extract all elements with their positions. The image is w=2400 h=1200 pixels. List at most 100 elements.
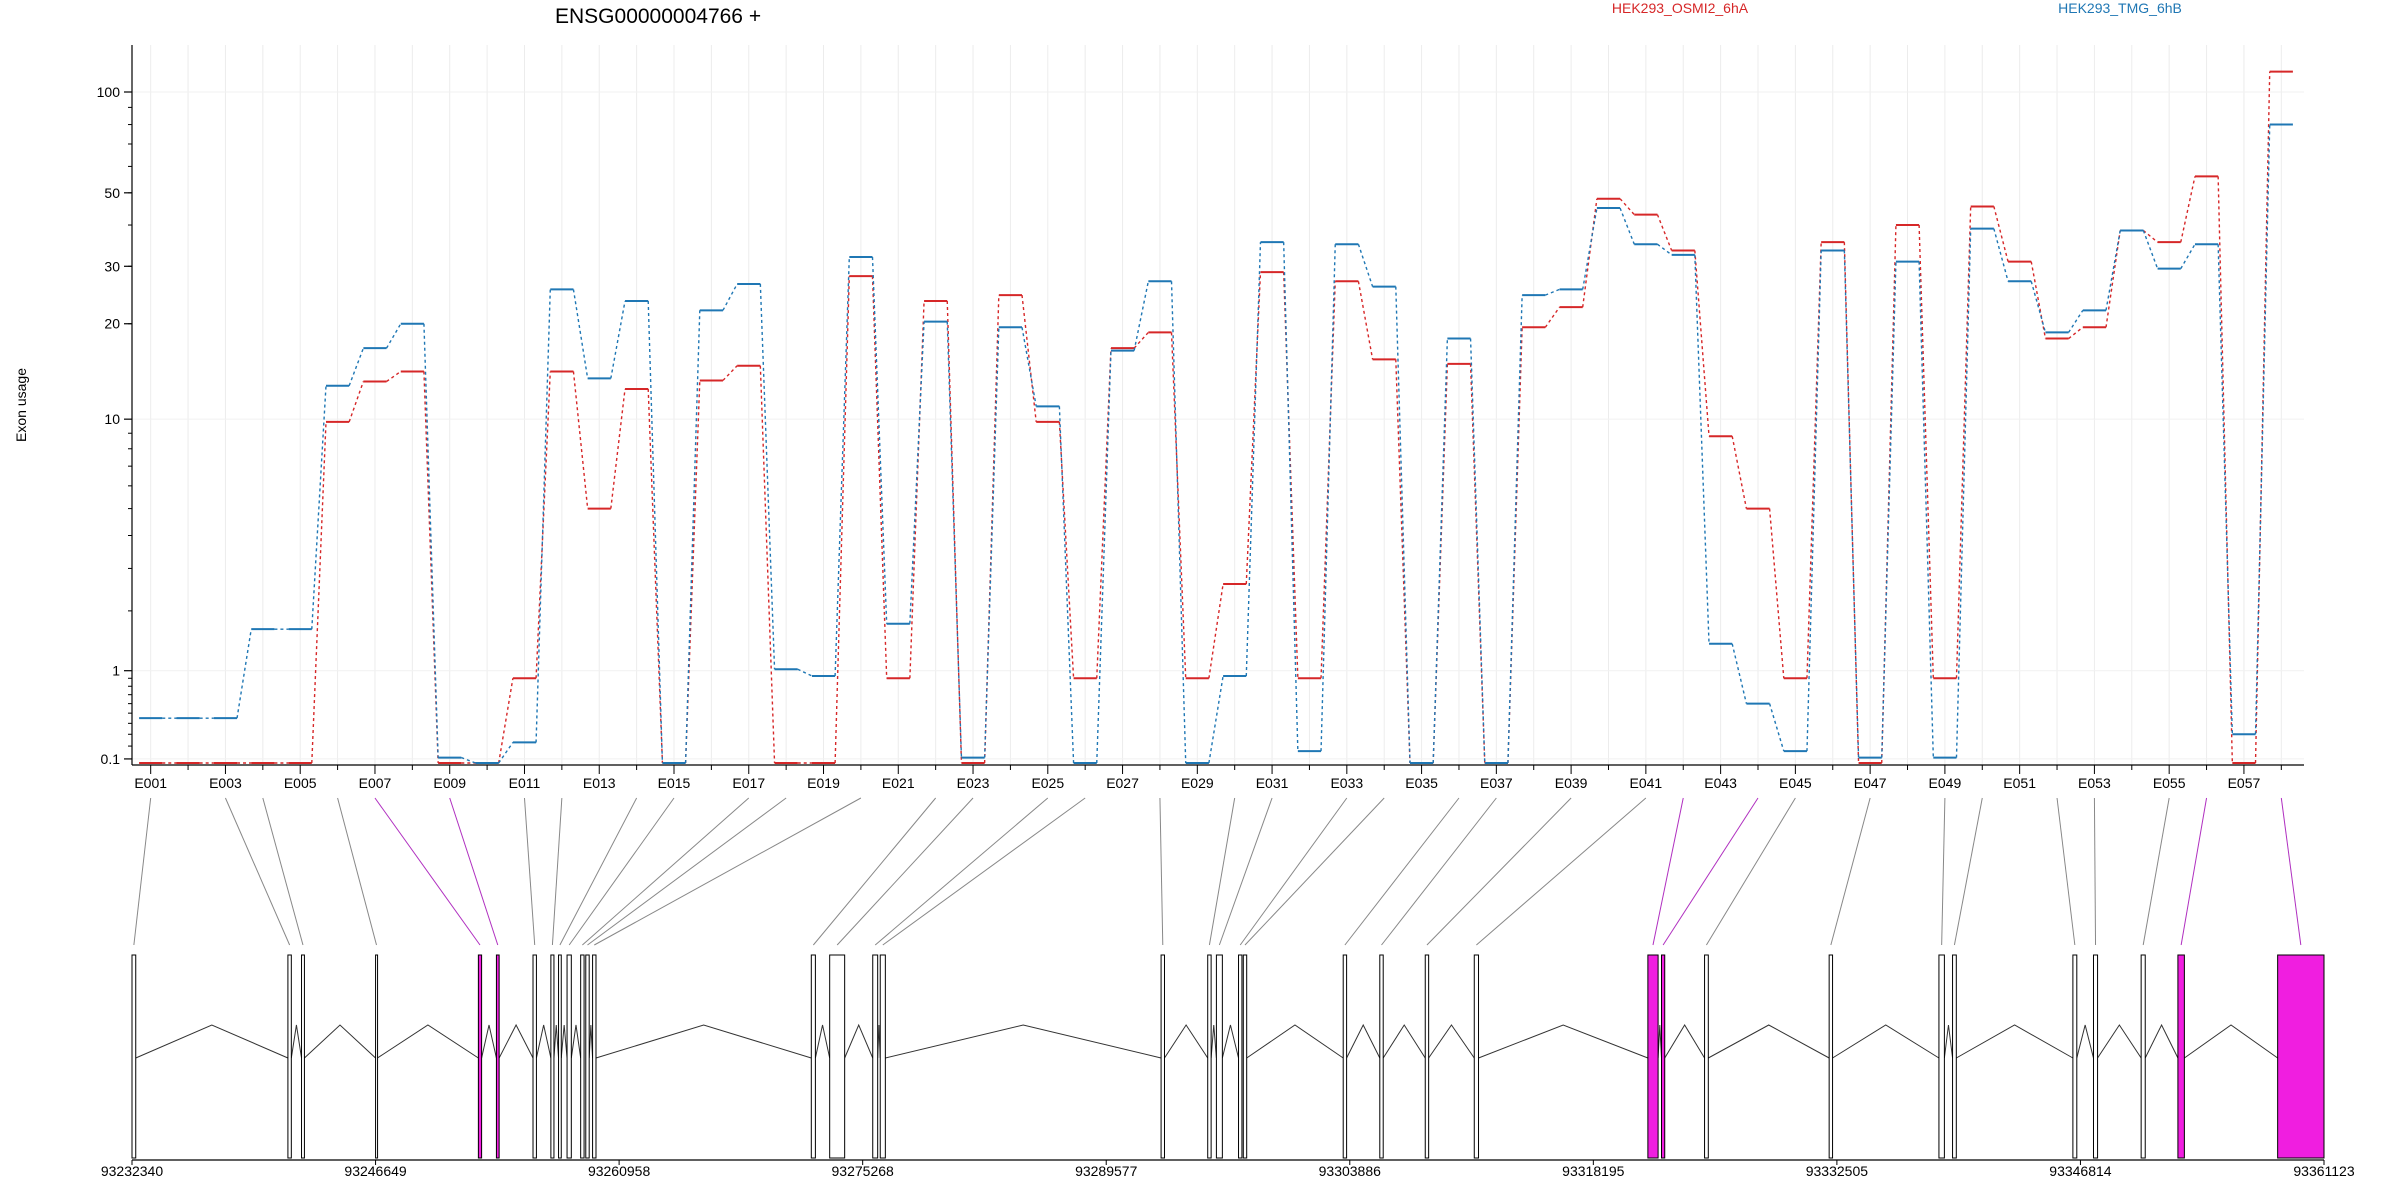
series-connector [610, 388, 626, 509]
series-connector [2142, 230, 2159, 269]
series-connector [759, 365, 776, 764]
series-connector [1806, 242, 1822, 679]
exon-connector [594, 797, 862, 946]
exon-block [2072, 954, 2078, 1159]
intron-line [377, 1024, 479, 1059]
series-connector [1021, 327, 1037, 407]
intron-line [2097, 1024, 2142, 1059]
series-connector [1208, 583, 1224, 679]
exon-block [1473, 954, 1480, 1159]
x-tick-label: E013 [583, 775, 616, 791]
exon-block [131, 954, 137, 1159]
series-connector [1918, 261, 1935, 758]
exon-block [829, 954, 846, 1159]
series-connector [722, 365, 738, 381]
series-connector [498, 742, 514, 764]
series-connector [834, 276, 851, 764]
series-connector [909, 321, 925, 624]
series-layer [139, 70, 2293, 764]
series-connector [1469, 338, 1486, 764]
y-axis: 0.1 1 10 20 30 50 100 [97, 45, 133, 767]
intron-line [304, 1024, 376, 1059]
series-connector [1545, 288, 1560, 296]
exon-block [287, 954, 292, 1159]
exon-connector [1244, 797, 1385, 946]
series-connector [572, 289, 589, 379]
intron-line [290, 1024, 303, 1059]
intron-line [1164, 1024, 1209, 1059]
series-connector [2105, 230, 2121, 328]
series-connector [1021, 295, 1037, 422]
intron-line [535, 1024, 552, 1059]
series-connector [1881, 225, 1897, 764]
x-tick-label: E003 [209, 775, 242, 791]
exon-connector [523, 797, 536, 946]
exon-connector [1953, 797, 1983, 946]
exon-block [1952, 954, 1957, 1159]
series-connector [946, 321, 963, 758]
x-tick-label: E025 [1031, 775, 1064, 791]
exon-connector [224, 797, 291, 946]
series-connector [647, 300, 664, 764]
intron-line [595, 1024, 812, 1059]
grid [132, 45, 2304, 765]
coordinate-label: 93260958 [588, 1163, 651, 1179]
x-tick-label: E039 [1555, 775, 1588, 791]
intron-line [1246, 1024, 1344, 1059]
series-connector [2068, 309, 2084, 333]
series-connector [1768, 508, 1785, 679]
x-tick-label: E053 [2078, 775, 2111, 791]
y-tick-label: 0.1 [101, 751, 121, 767]
series-connector [311, 385, 327, 630]
x-tick-label: E047 [1854, 775, 1887, 791]
series-connector [1656, 214, 1673, 251]
series-connector [834, 257, 851, 676]
series-connector [722, 283, 738, 311]
exon-block-highlighted [2177, 954, 2185, 1159]
exon-connector-lines [133, 797, 2302, 946]
exon-connector [2280, 797, 2302, 946]
series-connector [871, 257, 888, 624]
series-connector [1731, 436, 1748, 509]
series-connector [348, 347, 365, 386]
legend-entry-2: HEK293_TMG_6hB [2058, 0, 2182, 16]
series-connector [2068, 326, 2084, 340]
exon-connector [882, 797, 1086, 946]
series-connector [1432, 338, 1449, 764]
exon-connector [836, 797, 974, 946]
exon-block-highlighted [495, 954, 500, 1159]
series-connector [2254, 124, 2271, 735]
exon-connector [1381, 797, 1497, 946]
series-connector [1581, 198, 1598, 308]
series-connector [1507, 295, 1523, 764]
series-connector [946, 300, 963, 764]
x-tick-label: E049 [1929, 775, 1962, 791]
exon-connector [1652, 797, 1684, 946]
exon-connector [1344, 797, 1460, 946]
y-tick-label: 20 [104, 316, 120, 332]
y-tick-label: 50 [104, 185, 120, 201]
series-connector [1955, 228, 1972, 758]
exon-block [879, 954, 886, 1159]
series-connector [1395, 286, 1411, 764]
legend: HEK293_OSMI2_6hA HEK293_TMG_6hB [1612, 0, 2182, 16]
series-connector [983, 327, 1000, 758]
series-connector [236, 629, 252, 719]
intron-line [2144, 1023, 2179, 1059]
exon-connector [133, 797, 152, 946]
coordinate-label: 93289577 [1075, 1163, 1138, 1179]
series-connector [1731, 643, 1748, 704]
intron-line [1832, 1024, 1940, 1059]
intron-line [2184, 1024, 2278, 1059]
intron-line [1657, 1024, 1662, 1059]
series-connector [1469, 363, 1486, 764]
exon-connector [1706, 797, 1796, 946]
series-connector [385, 323, 402, 349]
x-tick-label: E043 [1704, 775, 1737, 791]
series-connector [1133, 281, 1150, 351]
intron-line [1382, 1024, 1426, 1059]
series-connector [1208, 675, 1224, 764]
intron-line [1664, 1024, 1705, 1059]
intron-line [1478, 1024, 1649, 1059]
